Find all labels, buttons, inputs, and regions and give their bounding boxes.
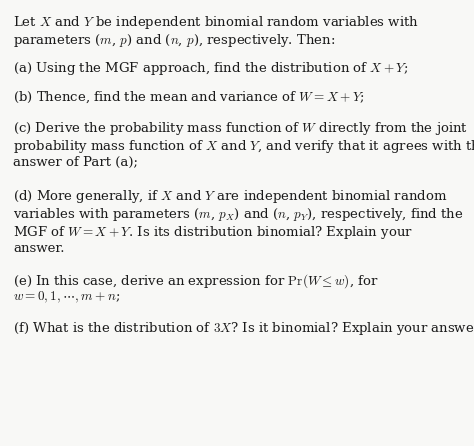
Text: (f) What is the distribution of $3X$? Is it binomial? Explain your answer.: (f) What is the distribution of $3X$? Is… — [13, 320, 474, 337]
Text: parameters ($m$, $p$) and ($n$, $p$), respectively. Then:: parameters ($m$, $p$) and ($n$, $p$), re… — [13, 32, 335, 49]
Text: probability mass function of $X$ and $Y$, and verify that it agrees with the: probability mass function of $X$ and $Y$… — [13, 138, 474, 155]
Text: (e) In this case, derive an expression for $\mathrm{Pr}(W \leq w)$, for: (e) In this case, derive an expression f… — [13, 272, 379, 290]
Text: (b) Thence, find the mean and variance of $W = X + Y$;: (b) Thence, find the mean and variance o… — [13, 90, 365, 105]
Text: (c) Derive the probability mass function of $W$ directly from the joint: (c) Derive the probability mass function… — [13, 120, 468, 137]
Text: (a) Using the MGF approach, find the distribution of $X + Y$;: (a) Using the MGF approach, find the dis… — [13, 60, 409, 77]
Text: (d) More generally, if $X$ and $Y$ are independent binomial random: (d) More generally, if $X$ and $Y$ are i… — [13, 188, 447, 205]
Text: MGF of $W = X + Y$. Is its distribution binomial? Explain your: MGF of $W = X + Y$. Is its distribution … — [13, 224, 413, 241]
Text: variables with parameters ($m$, $p_X$) and ($n$, $p_Y$), respectively, find the: variables with parameters ($m$, $p_X$) a… — [13, 206, 464, 223]
Text: answer of Part (a);: answer of Part (a); — [13, 156, 138, 169]
Text: $w = 0, 1, \cdots , m + n$;: $w = 0, 1, \cdots , m + n$; — [13, 290, 120, 305]
Text: Let $X$ and $Y$ be independent binomial random variables with: Let $X$ and $Y$ be independent binomial … — [13, 14, 419, 31]
Text: answer.: answer. — [13, 242, 64, 255]
